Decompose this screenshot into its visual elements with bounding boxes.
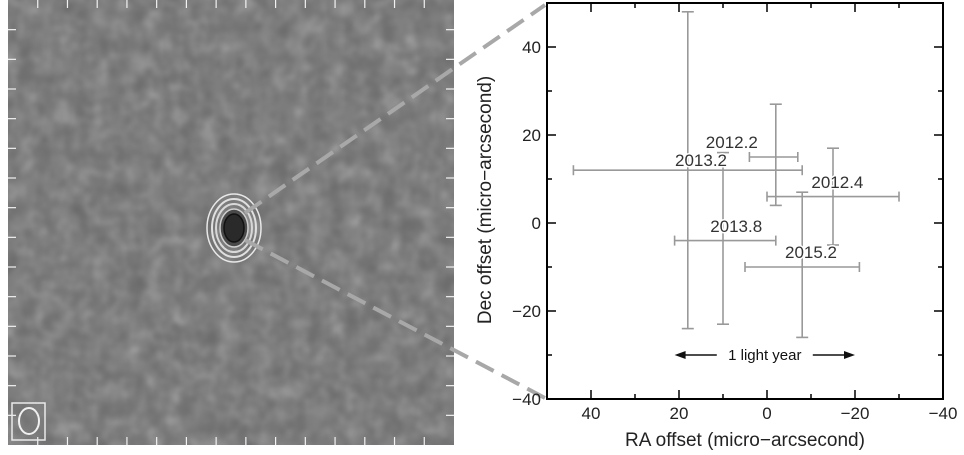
x-tick-label: 20 xyxy=(670,404,689,423)
y-tick-label: 40 xyxy=(522,38,541,57)
y-axis-title: Dec offset (micro−arcsecond) xyxy=(475,76,496,324)
beam-symbol xyxy=(11,402,46,441)
y-tick-label: 20 xyxy=(522,126,541,145)
source-contours xyxy=(206,193,262,263)
x-tick-label: −40 xyxy=(929,404,958,423)
error-bars xyxy=(572,11,900,339)
image-ticks xyxy=(8,0,454,445)
y-tick-label: −20 xyxy=(512,302,541,321)
epoch-label: 2013.2 xyxy=(675,151,727,170)
scale-arrowhead-left xyxy=(674,351,686,359)
epoch-labels: 2012.2 2012.4 2013.2 2013.8 2015.2 xyxy=(674,132,865,264)
x-axis-title: RA offset (micro−arcsecond) xyxy=(625,430,865,451)
scale-annotation: 1 light year xyxy=(674,347,855,364)
scale-label: 1 light year xyxy=(728,347,801,364)
epoch-label: 2012.2 xyxy=(706,133,758,152)
plot-frame xyxy=(546,2,944,400)
epoch-label: 2012.4 xyxy=(811,173,863,192)
axis-ticks xyxy=(546,2,944,400)
sky-image-panel xyxy=(8,0,454,445)
zoom-connector-lines xyxy=(243,3,547,400)
astrometry-chart: 40 20 0 −20 −40 −40 −20 0 20 40 2012.2 2012.4 2013… xyxy=(475,2,958,451)
y-tick-label: −40 xyxy=(512,390,541,409)
y-tick-labels: −40 −20 0 20 40 xyxy=(512,38,541,409)
x-tick-labels: 40 20 0 −20 −40 xyxy=(582,404,958,423)
x-tick-label: −20 xyxy=(841,404,870,423)
x-tick-label: 40 xyxy=(582,404,601,423)
scale-arrowhead-right xyxy=(844,351,855,359)
epoch-label: 2015.2 xyxy=(785,243,837,262)
x-tick-label: 0 xyxy=(762,404,771,423)
y-tick-label: 0 xyxy=(532,214,541,233)
epoch-label: 2013.8 xyxy=(710,217,762,236)
